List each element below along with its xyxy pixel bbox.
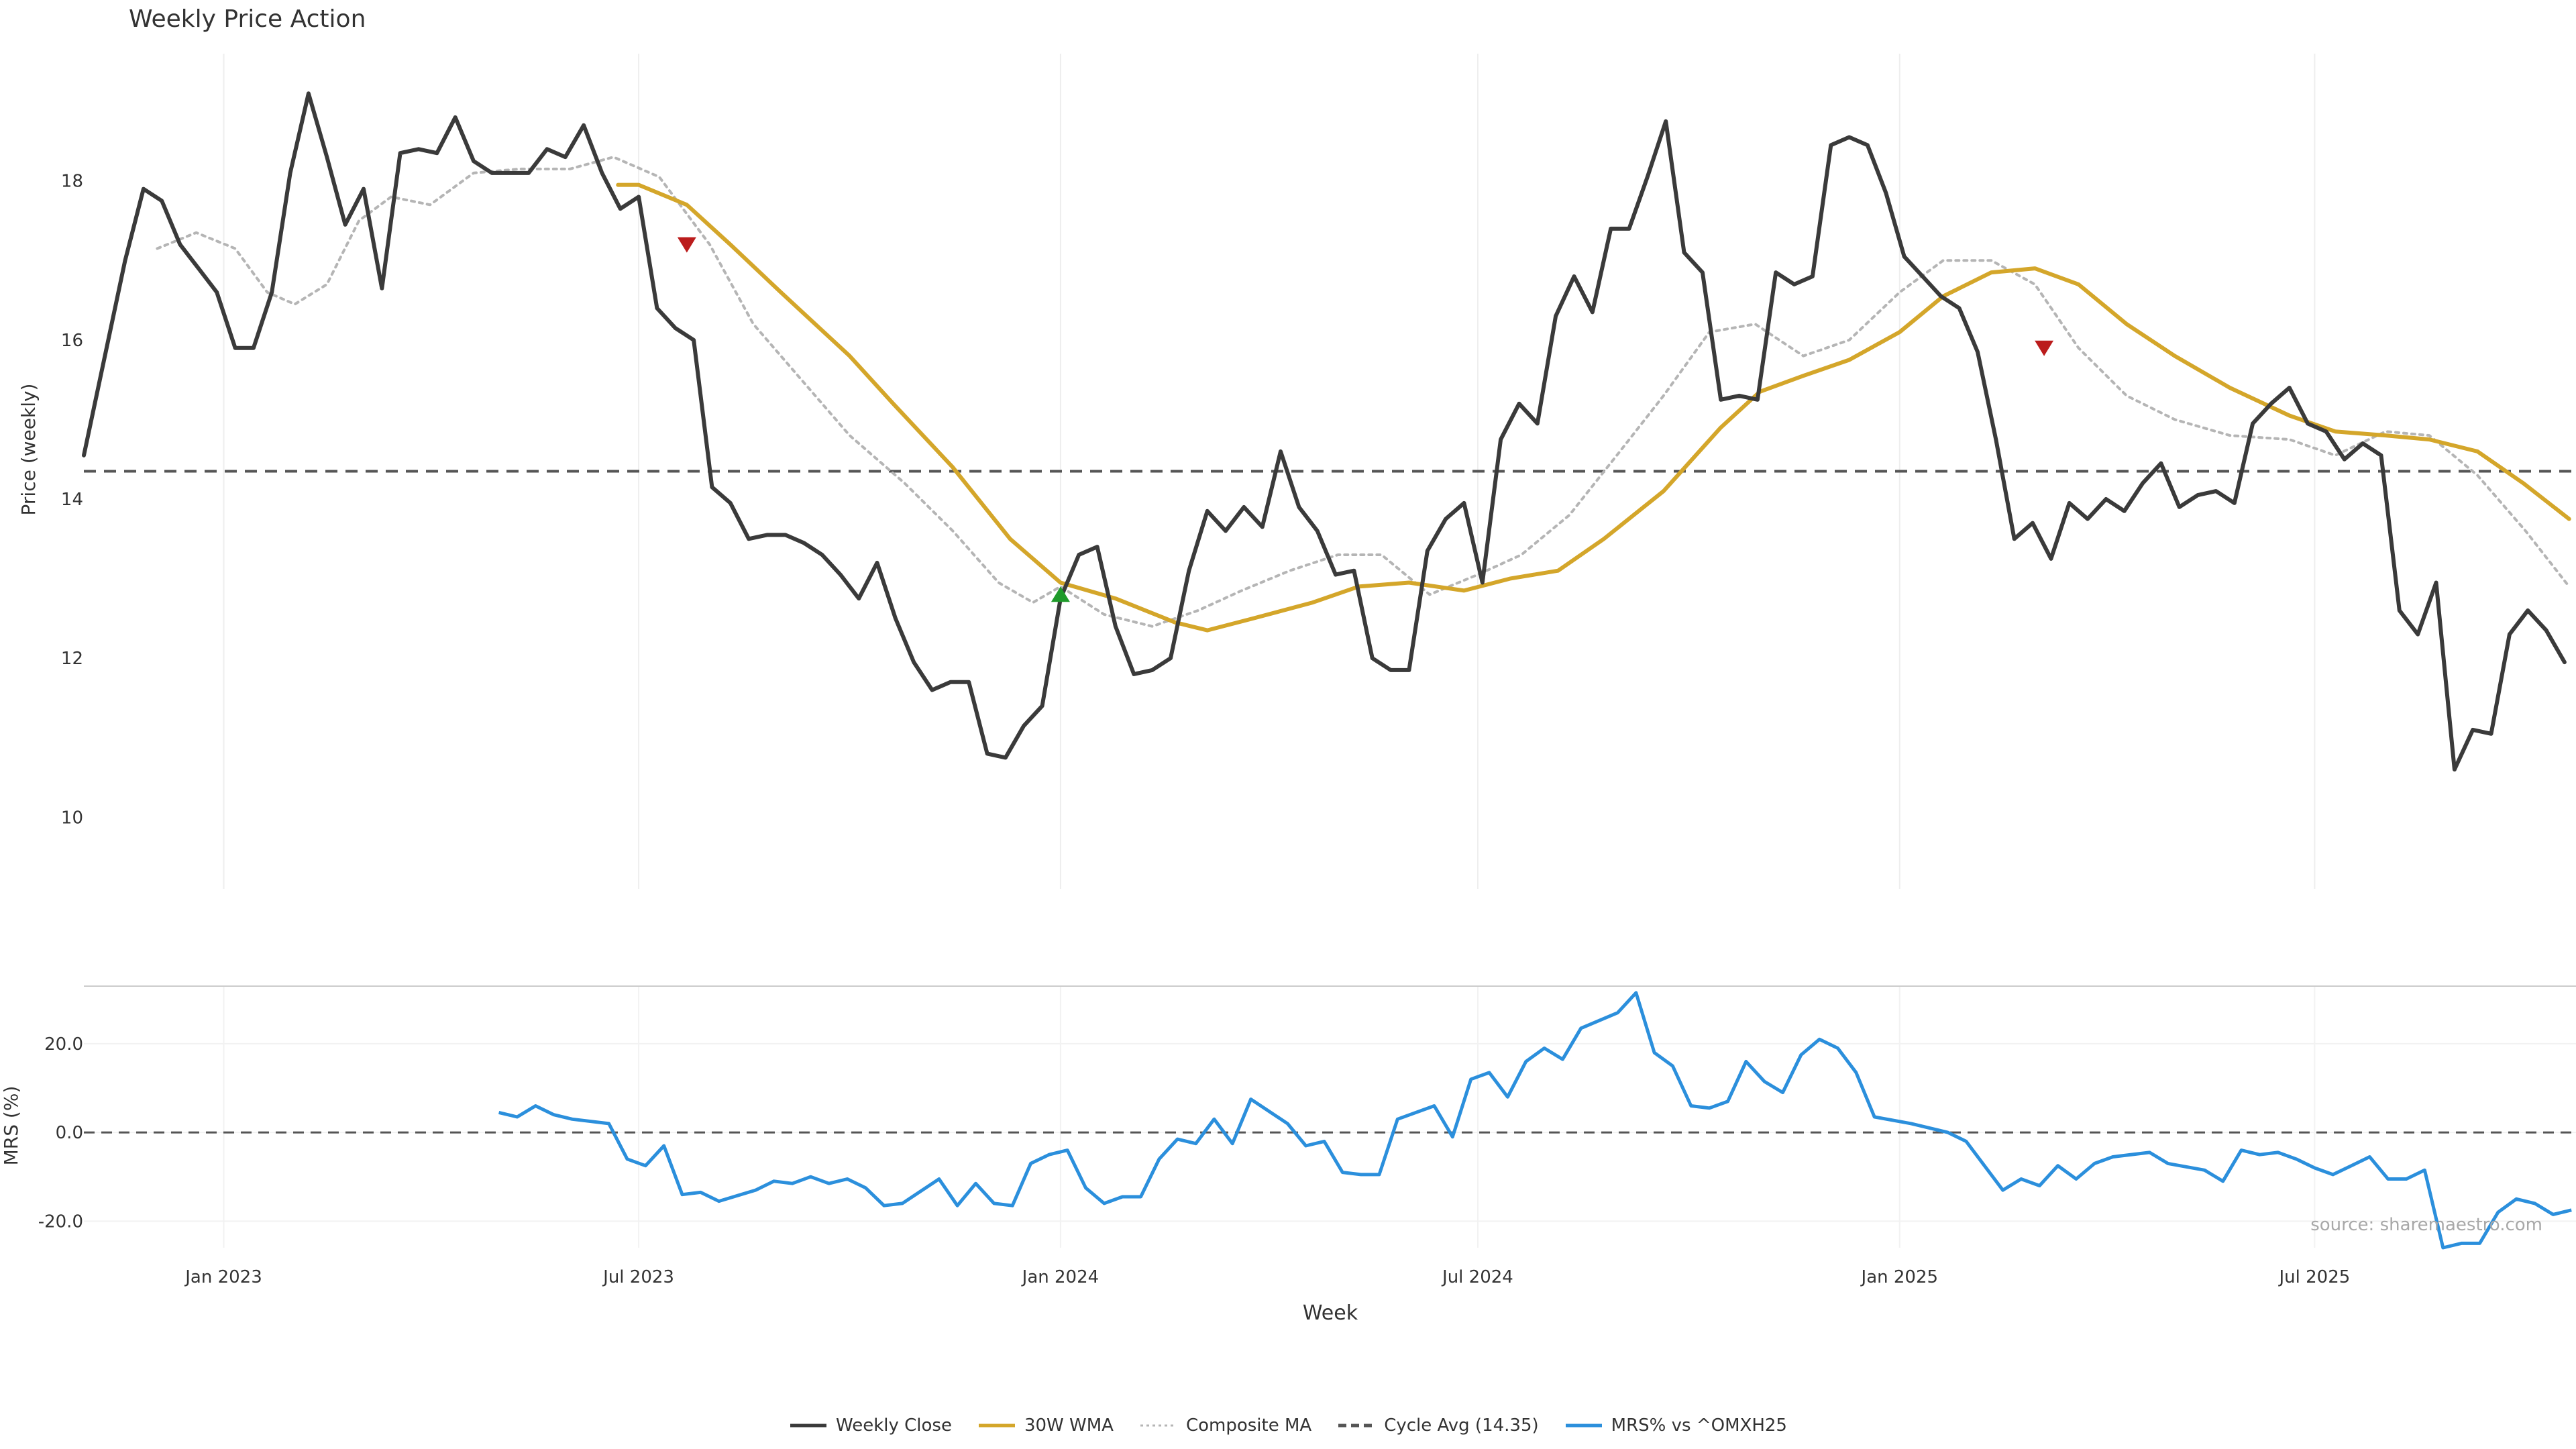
legend-swatch (790, 1424, 827, 1428)
mrs-y-tick-label: 20.0 (44, 1034, 83, 1055)
x-tick-label: Jan 2025 (1860, 1267, 1939, 1287)
series-line-mrs (498, 991, 2572, 1250)
legend-item: MRS% vs ^OMXH25 (1564, 1415, 1787, 1436)
legend-item: 30W WMA (977, 1415, 1114, 1436)
price-y-tick-label: 12 (61, 649, 83, 669)
series-line-weekly-close (82, 91, 2567, 772)
mrs-series (84, 991, 2576, 1250)
mrs-y-axis-label: MRS (%) (0, 1086, 22, 1166)
legend-swatch (1140, 1424, 1177, 1427)
price-y-ticks: 10 12 14 16 18 (61, 172, 83, 828)
chart-title: Weekly Price Action (129, 5, 366, 33)
mrs-y-tick-label: -20.0 (38, 1212, 83, 1232)
price-series (82, 91, 2576, 772)
legend-item: Composite MA (1139, 1415, 1311, 1436)
x-tick-label: Jul 2024 (1441, 1267, 1513, 1287)
legend-label: 30W WMA (1024, 1415, 1114, 1436)
price-y-tick-label: 14 (61, 490, 83, 510)
price-y-tick-label: 10 (61, 808, 83, 828)
x-tick-label: Jul 2025 (2277, 1267, 2350, 1287)
price-y-tick-label: 18 (61, 172, 83, 192)
legend-item: Cycle Avg (14.35) (1337, 1415, 1539, 1436)
legend-label: Weekly Close (836, 1415, 952, 1436)
watermark: source: sharemaestro.com (2310, 1215, 2542, 1235)
x-tick-label: Jul 2023 (602, 1267, 674, 1287)
buy-signal-marker (1051, 586, 1070, 602)
price-y-tick-label: 16 (61, 331, 83, 351)
legend-item: Weekly Close (789, 1415, 952, 1436)
mrs-grid (84, 986, 2576, 1248)
x-axis-label: Week (1303, 1301, 1358, 1325)
legend-swatch (1565, 1424, 1602, 1428)
x-ticks: Jan 2023 Jul 2023 Jan 2024 Jul 2024 Jan 2025… (184, 1267, 2350, 1287)
series-line-composite-ma (156, 156, 2571, 628)
legend-swatch (1338, 1424, 1375, 1428)
legend-label: Composite MA (1185, 1415, 1312, 1436)
mrs-y-tick-label: 0.0 (56, 1123, 83, 1143)
sell-signal-marker (2035, 340, 2054, 356)
x-tick-label: Jan 2024 (1021, 1267, 1099, 1287)
x-tick-label: Jan 2023 (184, 1267, 262, 1287)
price-markers (677, 237, 2054, 602)
legend-label: MRS% vs ^OMXH25 (1611, 1415, 1787, 1436)
legend-label: Cycle Avg (14.35) (1384, 1415, 1539, 1436)
legend: Weekly Close 30W WMA Composite MA Cycle Avg… (0, 1415, 2576, 1436)
sell-signal-marker (677, 237, 696, 253)
price-y-axis-label: Price (weekly) (17, 384, 40, 516)
legend-swatch (978, 1424, 1015, 1428)
series-line-30w-wma (616, 182, 2571, 633)
mrs-y-ticks: 20.0 0.0 -20.0 (38, 1034, 83, 1232)
